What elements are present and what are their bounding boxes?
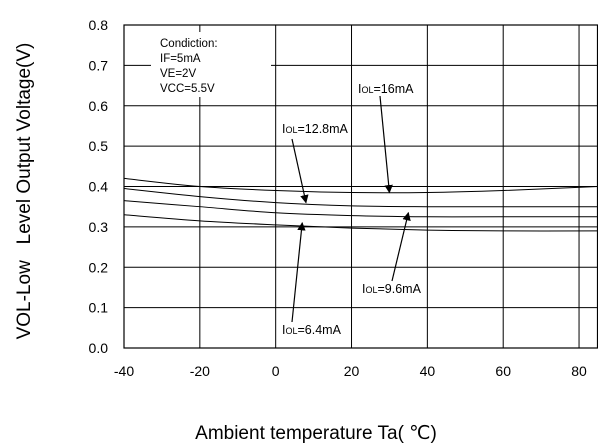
y-axis-title: VOL-Low Level Output Voltage(V) — [14, 43, 35, 340]
x-axis-title: Ambient temperature Ta( ℃) — [195, 423, 437, 444]
conditions-note-box — [151, 32, 271, 97]
series-line-iol-9-6ma — [123, 200, 598, 218]
series-line-iol-6-4ma — [123, 214, 598, 232]
callout-arrow-iol-16ma — [379, 95, 393, 194]
y-tick-label: 0.0 — [89, 340, 109, 356]
x-tick-label: -20 — [190, 363, 210, 379]
callout-arrow-iol-9-6ma — [391, 211, 411, 282]
y-tick-label: 0.6 — [89, 98, 109, 114]
callouts: IOL=16mA IOL=12.8mA IOL=9.6mA IOL=6.4mA — [282, 82, 422, 337]
y-axis-ticks: 0.0 0.1 0.2 0.3 0.4 0.5 0.6 0.7 0.8 — [89, 17, 109, 356]
series-line-iol-16ma — [123, 177, 598, 194]
x-tick-label: 0 — [272, 363, 280, 379]
x-axis-ticks: -40 -20 0 20 40 60 80 — [114, 363, 587, 379]
callout-label-12-8ma: IOL=12.8mA — [282, 122, 349, 136]
condition-ve: VE=2V — [160, 68, 196, 80]
callout-arrow-iol-6-4ma — [291, 222, 306, 323]
series-lines — [123, 177, 598, 232]
callout-label-9-6ma: IOL=9.6mA — [362, 282, 422, 296]
callout-arrows — [291, 95, 411, 323]
callout-label-16ma: IOL=16mA — [358, 82, 414, 96]
y-tick-label: 0.4 — [89, 179, 109, 195]
y-tick-label: 0.2 — [89, 259, 109, 275]
condition-if: IF=5mA — [160, 53, 201, 65]
x-tick-label: -40 — [114, 363, 134, 379]
y-tick-label: 0.8 — [89, 17, 109, 33]
y-tick-label: 0.7 — [89, 57, 109, 73]
y-tick-label: 0.1 — [89, 300, 109, 316]
x-tick-label: 80 — [571, 363, 587, 379]
y-tick-label: 0.5 — [89, 138, 109, 154]
grid — [124, 25, 598, 348]
x-tick-label: 60 — [495, 363, 511, 379]
y-tick-label: 0.3 — [89, 219, 109, 235]
x-tick-label: 40 — [420, 363, 436, 379]
callout-label-6-4ma: IOL=6.4mA — [282, 323, 342, 337]
series-line-iol-12-8ma — [123, 188, 598, 208]
x-tick-label: 20 — [344, 363, 360, 379]
condition-vcc: VCC=5.5V — [160, 83, 215, 95]
callout-arrow-iol-12-8ma — [291, 138, 309, 204]
conditions-heading: Condiction: — [160, 38, 218, 50]
conditions-note: Condiction: IF=5mA VE=2V VCC=5.5V — [151, 32, 271, 97]
